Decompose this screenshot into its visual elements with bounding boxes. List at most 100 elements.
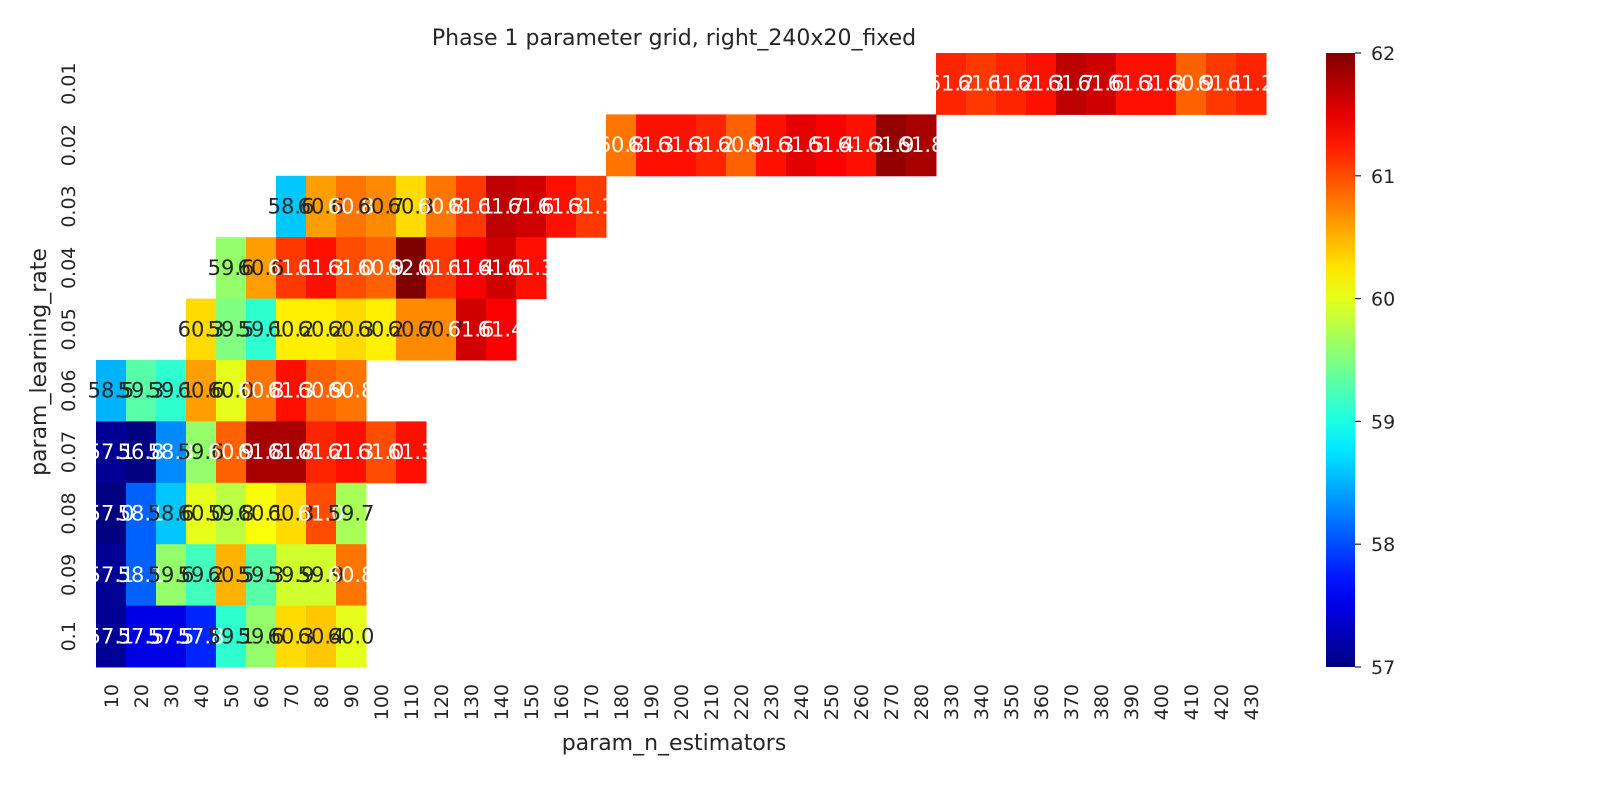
y-tick-label: 0.05 xyxy=(58,308,80,350)
heatmap-cell-labels: 61.261.161.261.361.761.661.361.360.961.1… xyxy=(88,72,1275,649)
heatmap-cell xyxy=(456,298,487,361)
heatmap-cell xyxy=(636,114,667,177)
heatmap-cell xyxy=(186,298,217,361)
heatmap-cell xyxy=(246,298,277,361)
heatmap-cell xyxy=(1056,53,1087,115)
cell-value-label: 60.8 xyxy=(328,195,375,219)
heatmap-cell xyxy=(126,605,157,668)
heatmap-cell xyxy=(546,175,577,238)
cell-value-label: 61.2 xyxy=(988,72,1035,96)
cell-value-label: 60.9 xyxy=(208,440,255,464)
heatmap-cell xyxy=(186,482,217,545)
cell-value-label: 59.6 xyxy=(178,440,225,464)
heatmap-cell xyxy=(846,114,877,177)
heatmap-cell xyxy=(186,421,217,484)
x-tick-label: 270 xyxy=(881,684,903,720)
heatmap-cell xyxy=(336,605,367,668)
cell-value-label: 60.0 xyxy=(178,502,225,526)
heatmap-cell xyxy=(786,114,817,177)
cell-value-label: 61.3 xyxy=(388,440,435,464)
cell-value-label: 60.7 xyxy=(388,317,435,341)
cell-value-label: 61.3 xyxy=(268,379,315,403)
x-tick-label: 280 xyxy=(911,684,933,720)
heatmap-cell xyxy=(306,360,337,422)
cell-value-label: 60.0 xyxy=(328,624,375,648)
heatmap-cell xyxy=(1236,53,1267,115)
cell-value-label: 57.5 xyxy=(118,624,165,648)
y-tick-label: 0.02 xyxy=(58,124,80,166)
cell-value-label: 60.8 xyxy=(598,133,645,157)
cell-value-label: 61.0 xyxy=(358,440,405,464)
heatmap-cell xyxy=(186,544,217,607)
x-tick-label: 100 xyxy=(371,684,393,720)
heatmap-cell xyxy=(816,114,847,177)
cell-value-label: 61.3 xyxy=(838,133,885,157)
heatmap-cell xyxy=(696,114,727,177)
heatmap-cell xyxy=(426,237,457,300)
cell-value-label: 60.8 xyxy=(418,195,465,219)
cell-value-label: 61.3 xyxy=(538,195,585,219)
cell-value-label: 60.8 xyxy=(328,563,375,587)
cell-value-label: 61.1 xyxy=(268,256,315,280)
heatmap-cell xyxy=(306,421,337,484)
heatmap-cell xyxy=(486,298,517,361)
heatmap-cell xyxy=(246,237,277,300)
cell-value-label: 57.1 xyxy=(88,563,135,587)
heatmap-cell xyxy=(336,360,367,422)
heatmap-cell xyxy=(96,360,127,422)
x-tick-label: 140 xyxy=(491,684,513,720)
cell-value-label: 61.3 xyxy=(508,256,555,280)
heatmap-cell xyxy=(396,175,427,238)
cell-value-label: 60.3 xyxy=(268,502,315,526)
x-tick-label: 110 xyxy=(401,684,423,720)
cell-value-label: 61.8 xyxy=(238,440,285,464)
x-tick-label: 200 xyxy=(671,684,693,720)
cell-value-label: 61.6 xyxy=(508,195,555,219)
cell-value-label: 58.6 xyxy=(268,195,315,219)
heatmap-cell xyxy=(1146,53,1177,115)
colorbar-tick-label: 59 xyxy=(1371,411,1395,433)
heatmap-cell xyxy=(426,175,457,238)
x-tick-label: 120 xyxy=(431,684,453,720)
cell-value-label: 59.9 xyxy=(298,563,345,587)
cell-value-label: 60.2 xyxy=(358,317,405,341)
x-tick-label: 360 xyxy=(1031,684,1053,720)
cell-value-label: 61.7 xyxy=(478,195,525,219)
colorbar-tick-label: 60 xyxy=(1371,289,1395,311)
heatmap-cell xyxy=(1116,53,1147,115)
cell-value-label: 61.6 xyxy=(478,256,525,280)
cell-value-label: 61.0 xyxy=(298,502,345,526)
heatmap-cell xyxy=(186,360,217,422)
cell-value-label: 60.9 xyxy=(718,133,765,157)
heatmap-cells xyxy=(96,53,1267,668)
cell-value-label: 61.3 xyxy=(1108,72,1155,96)
x-tick-label: 430 xyxy=(1241,684,1263,720)
cell-value-label: 61.1 xyxy=(418,256,465,280)
cell-value-label: 61.2 xyxy=(688,133,735,157)
heatmap-cell xyxy=(156,421,187,484)
heatmap-cell xyxy=(246,421,277,484)
heatmap-cell xyxy=(306,544,337,607)
cell-value-label: 60.0 xyxy=(208,379,255,403)
cell-value-label: 60.9 xyxy=(358,256,405,280)
heatmap-cell xyxy=(666,114,697,177)
cell-value-label: 60.9 xyxy=(1168,72,1215,96)
cell-value-label: 61.2 xyxy=(1228,72,1275,96)
colorbar-tick-label: 61 xyxy=(1371,166,1395,188)
cell-value-label: 59.1 xyxy=(238,317,285,341)
heatmap-cell xyxy=(246,360,277,422)
x-tick-label: 70 xyxy=(281,684,303,708)
cell-value-label: 60.4 xyxy=(298,624,345,648)
cell-value-label: 61.7 xyxy=(1048,72,1095,96)
heatmap-cell xyxy=(216,605,247,668)
heatmap-cell xyxy=(96,544,127,607)
heatmap-cell xyxy=(426,298,457,361)
cell-value-label: 60.6 xyxy=(298,195,345,219)
heatmap-cell xyxy=(276,482,307,545)
y-axis-ticks: 0.01 0.02 0.03 0.04 0.05 0.06 0.07 0.08 0.09 0.1 xyxy=(58,63,80,652)
heatmap-cell xyxy=(246,605,277,668)
x-tick-label: 180 xyxy=(611,684,633,720)
cell-value-label: 61.3 xyxy=(748,133,795,157)
cell-value-label: 61.3 xyxy=(1138,72,1185,96)
x-tick-label: 160 xyxy=(551,684,573,720)
